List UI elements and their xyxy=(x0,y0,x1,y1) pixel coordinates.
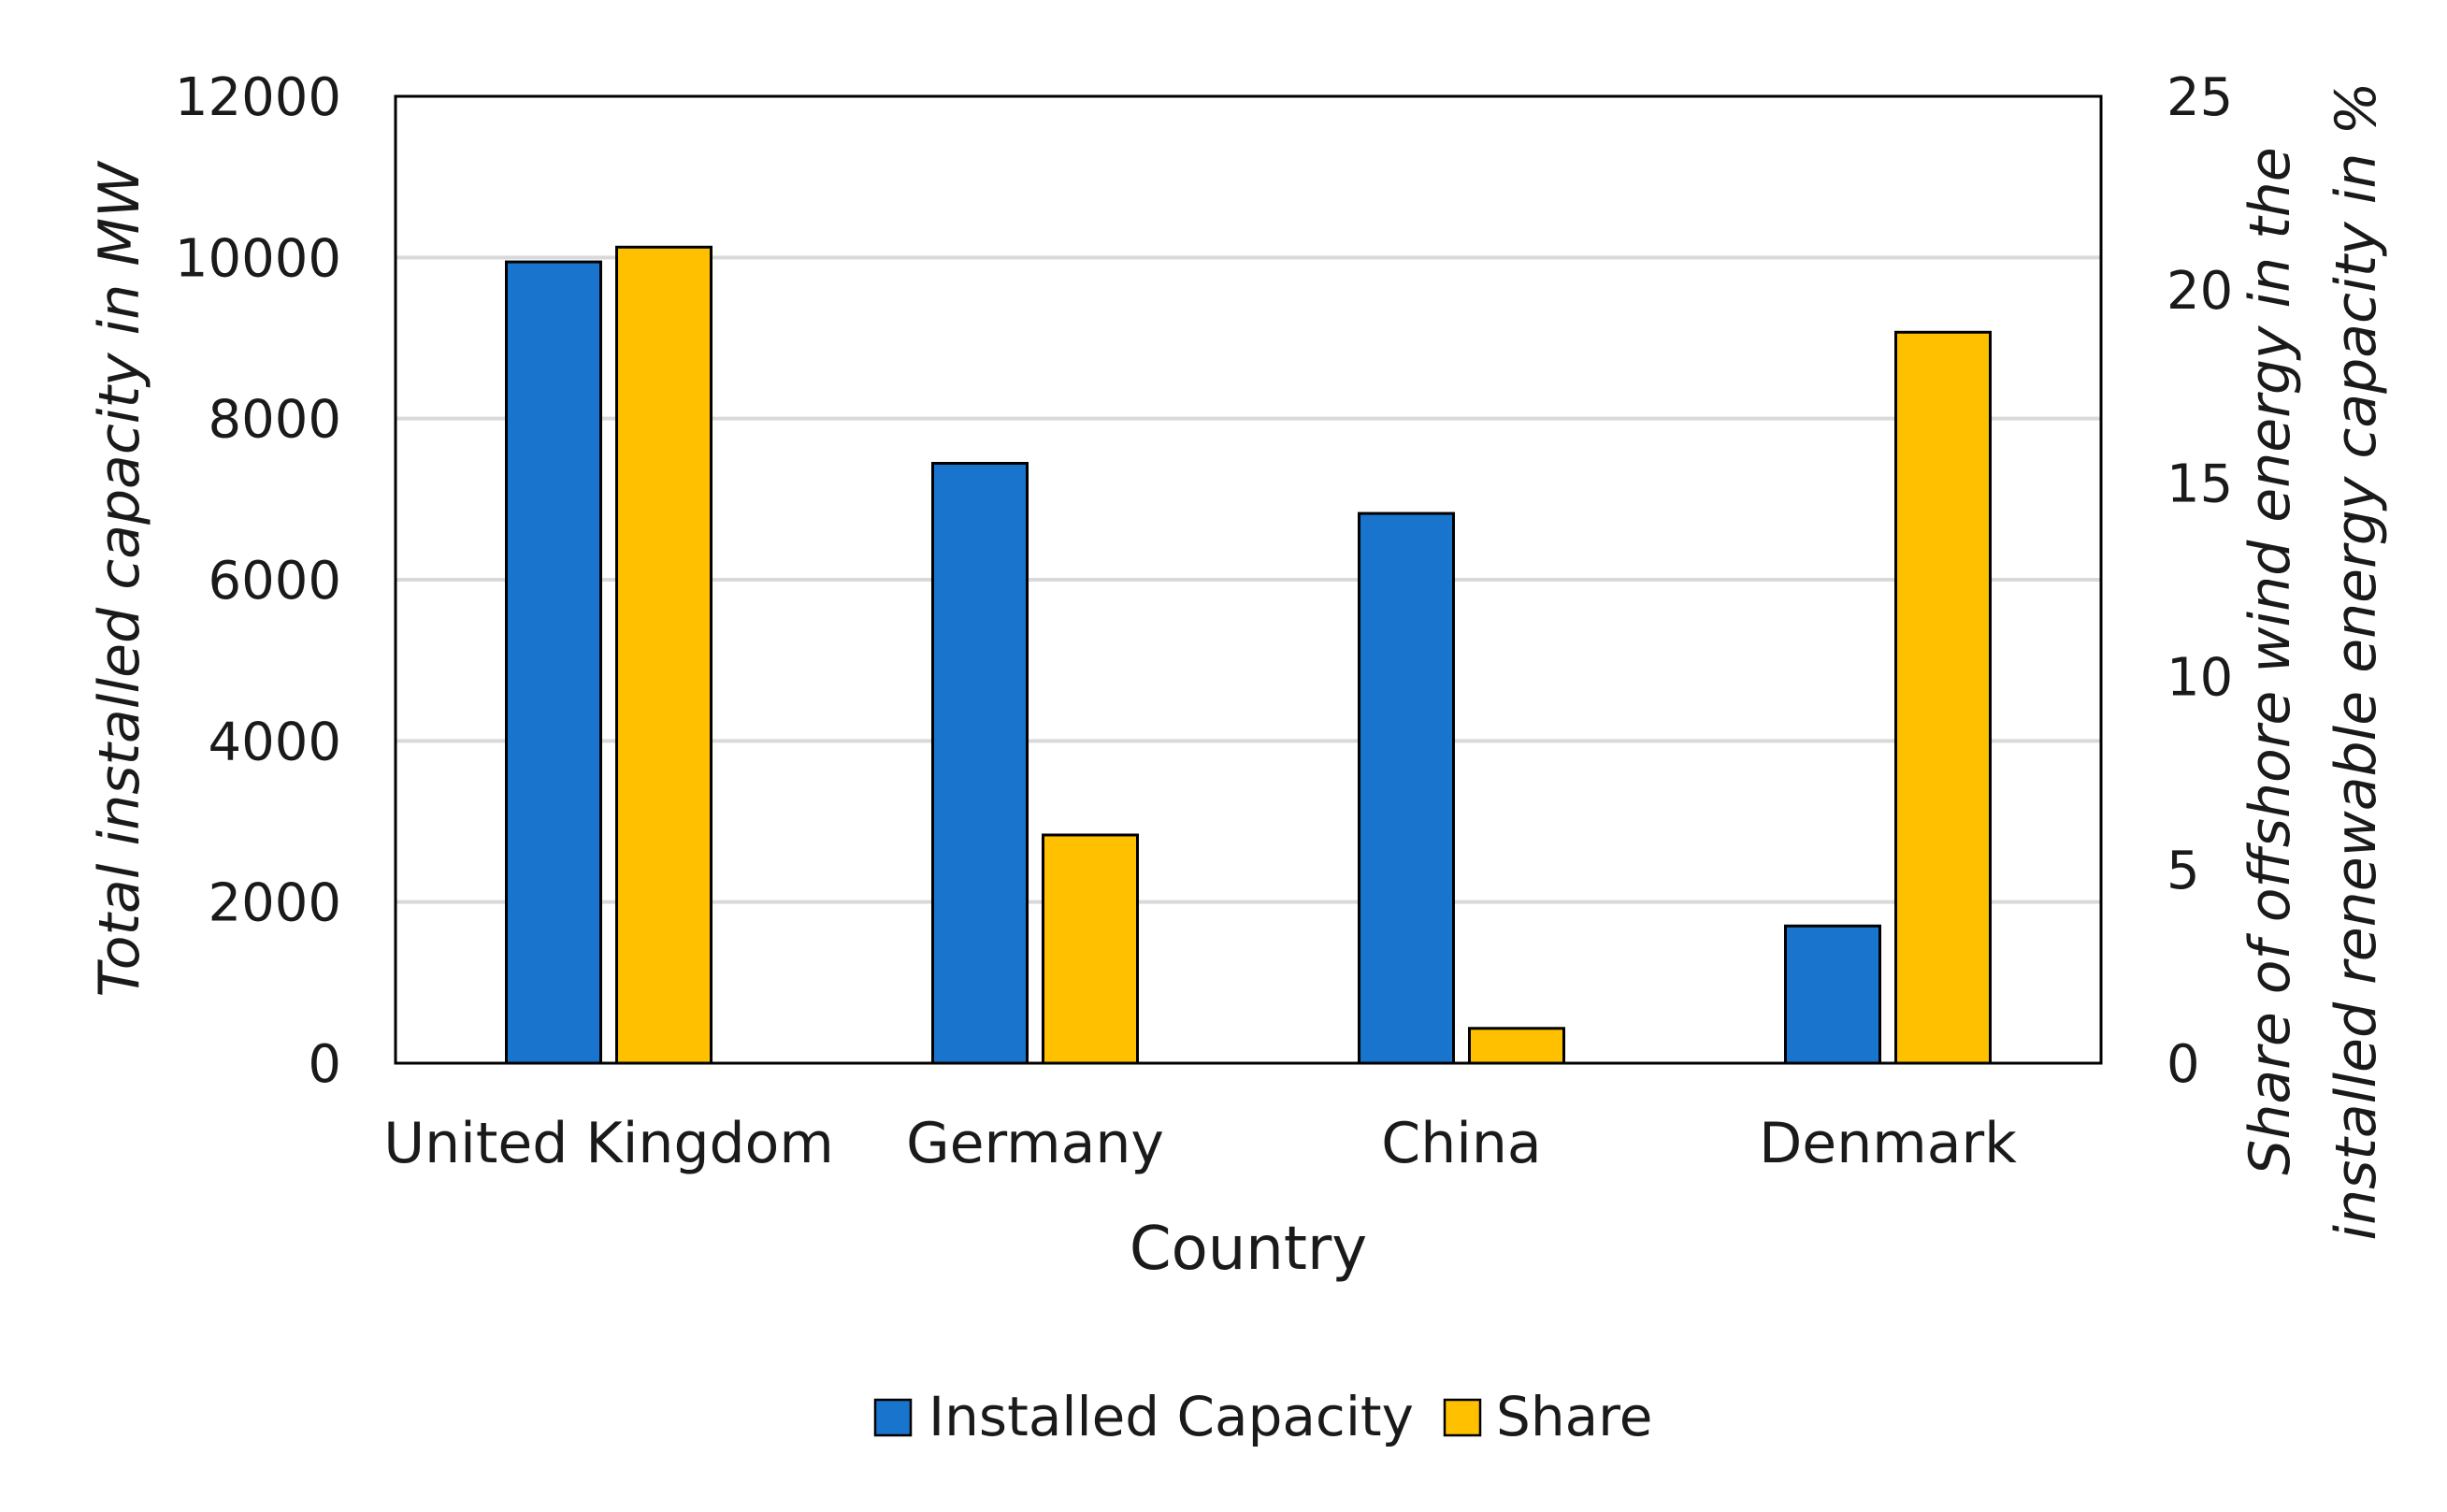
y2-tick-label: 15 xyxy=(2166,454,2233,515)
bar-installed-capacity-china xyxy=(1358,511,1455,1065)
legend: Installed Capacity Share xyxy=(873,1385,1652,1448)
y-axis-right-title-line1: Share of offshore wind energy in the xyxy=(2238,147,2303,1174)
y-axis-left-title: Total installed capacity in MW xyxy=(87,160,152,998)
y2-tick-label: 0 xyxy=(2166,1034,2200,1095)
y2-tick-label: 5 xyxy=(2166,841,2200,901)
y-axis-left-ticks: 0 2000 4000 6000 8000 10000 12000 xyxy=(175,67,341,1095)
bar-share-germany xyxy=(1042,833,1139,1065)
y-tick-label: 6000 xyxy=(208,551,341,612)
legend-swatch-share xyxy=(1443,1398,1482,1437)
y-tick-label: 0 xyxy=(308,1034,341,1095)
plot-frame xyxy=(394,94,2103,1065)
bar-share-china xyxy=(1468,1027,1565,1065)
bar-installed-capacity-germany xyxy=(931,461,1029,1065)
bar-installed-capacity-united-kingdom xyxy=(505,260,602,1065)
x-category-label: Germany xyxy=(906,1111,1164,1176)
bar-installed-capacity-denmark xyxy=(1784,924,1881,1065)
x-category-label: China xyxy=(1381,1111,1541,1176)
bar-share-denmark xyxy=(1894,330,1992,1065)
y-axis-right-ticks: 0 5 10 15 20 25 xyxy=(2166,67,2233,1095)
y2-tick-label: 25 xyxy=(2166,67,2233,128)
legend-swatch-installed-capacity xyxy=(873,1398,913,1437)
x-category-label: Denmark xyxy=(1759,1111,2017,1176)
x-axis-title: Country xyxy=(1130,1215,1367,1284)
y2-tick-label: 20 xyxy=(2166,261,2233,322)
bars xyxy=(505,245,1992,1065)
y-tick-label: 10000 xyxy=(175,228,341,289)
legend-label-installed-capacity: Installed Capacity xyxy=(928,1385,1414,1448)
y-tick-label: 12000 xyxy=(175,67,341,128)
y-tick-label: 2000 xyxy=(208,873,341,934)
x-axis-categories: United Kingdom Germany China Denmark xyxy=(383,1111,2017,1176)
bar-share-united-kingdom xyxy=(615,245,713,1065)
y-tick-label: 8000 xyxy=(208,390,341,451)
legend-label-share: Share xyxy=(1496,1385,1652,1448)
y-tick-label: 4000 xyxy=(208,712,341,772)
y-axis-right-title-line2: installed renewable energy capacity in % xyxy=(2324,81,2389,1240)
y2-tick-label: 10 xyxy=(2166,647,2233,708)
x-category-label: United Kingdom xyxy=(383,1111,834,1176)
